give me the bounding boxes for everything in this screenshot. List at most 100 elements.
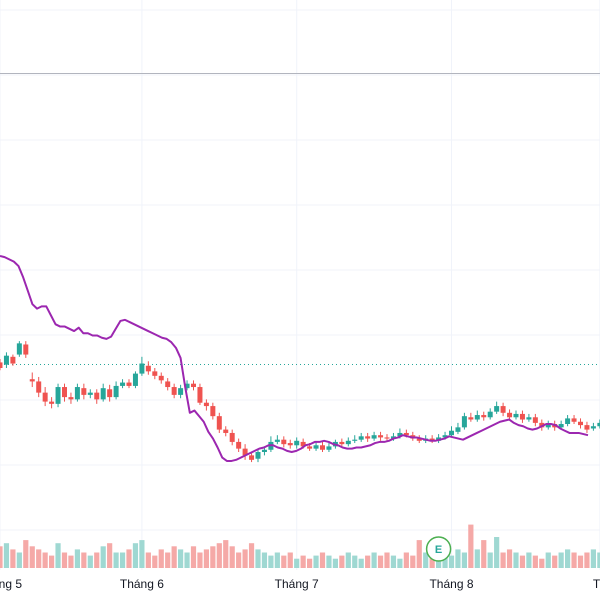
volume-bar: [165, 552, 171, 568]
candle: [468, 412, 474, 422]
candle-body: [365, 436, 371, 439]
candle-body: [416, 438, 422, 441]
candle-body: [3, 355, 9, 365]
candle-body: [100, 388, 106, 400]
candle-body: [532, 417, 538, 423]
volume-bar: [461, 552, 467, 568]
candle: [249, 452, 255, 463]
volume-bar: [113, 552, 119, 568]
candle: [0, 359, 3, 371]
volume-bar: [29, 546, 35, 568]
volume-bar: [255, 549, 261, 568]
candle-body: [171, 387, 177, 395]
candle-body: [36, 381, 42, 393]
candle: [494, 401, 500, 414]
candle-body: [261, 449, 267, 452]
volume-bar: [94, 552, 100, 568]
candle-body: [390, 436, 396, 439]
candle-body: [461, 416, 467, 428]
candle: [513, 410, 519, 420]
candle-body: [62, 387, 67, 398]
volume-bar: [49, 555, 55, 568]
volume-bar: [74, 549, 80, 568]
candle: [455, 422, 461, 435]
candle-body: [507, 412, 513, 418]
volume-bar: [326, 555, 332, 568]
volume-bar: [132, 543, 139, 568]
candle: [339, 438, 345, 447]
volume-bar: [500, 552, 506, 568]
candle: [532, 413, 538, 427]
candle: [23, 341, 29, 358]
candle: [371, 431, 377, 441]
candle-body: [429, 438, 435, 441]
earnings-marker[interactable]: E: [425, 536, 452, 562]
volume-bar: [287, 552, 293, 568]
candle-body: [184, 383, 190, 389]
volume-bar: [423, 552, 429, 568]
candle: [461, 412, 467, 430]
candle-body: [197, 387, 203, 403]
volume-bar: [158, 549, 164, 568]
candle: [94, 389, 100, 404]
candle: [378, 431, 384, 441]
candle-body: [274, 439, 280, 442]
candle-body: [571, 418, 577, 422]
volume-bar: [519, 555, 526, 568]
volume-bar: [545, 552, 551, 568]
volume-bar: [571, 552, 577, 568]
candle: [345, 437, 351, 447]
volume-bar: [584, 552, 590, 568]
candle-body: [10, 356, 16, 364]
candle: [474, 410, 480, 422]
volume-bar: [384, 552, 390, 568]
candle-body: [320, 445, 325, 450]
volume-bar: [100, 546, 106, 568]
candle-body: [494, 406, 500, 412]
candle: [571, 415, 577, 424]
volume-bar: [513, 552, 519, 568]
candle: [126, 379, 132, 389]
volume-bar: [10, 549, 16, 568]
candle-body: [29, 379, 35, 382]
candle-body: [81, 388, 87, 395]
volume-bar: [107, 543, 113, 568]
candle-body: [74, 387, 80, 400]
volume-bar: [203, 549, 209, 568]
volume-bar: [558, 552, 564, 568]
volume-bar: [229, 546, 235, 568]
candle-body: [487, 411, 493, 418]
candle-body: [87, 392, 93, 395]
volume-bar: [242, 549, 248, 568]
candle: [565, 415, 571, 427]
candle-body: [326, 446, 332, 450]
candle-body: [384, 437, 390, 439]
candle: [158, 372, 164, 384]
volume-bars: [0, 524, 600, 568]
candle-body: [281, 439, 287, 445]
candle-body: [132, 373, 138, 386]
candle-body: [68, 397, 74, 400]
volume-bar: [474, 549, 480, 568]
candle-body: [255, 452, 261, 459]
candle-body: [481, 415, 487, 418]
candle-body: [23, 344, 29, 355]
candle-body: [210, 406, 216, 417]
candle-body: [352, 439, 358, 441]
volume-bar: [178, 549, 184, 568]
candle: [113, 381, 119, 400]
candle-body: [597, 422, 600, 427]
candle: [229, 429, 235, 446]
candle-body: [42, 392, 48, 402]
volume-bar: [403, 552, 409, 568]
volume-bar: [274, 552, 280, 568]
chart-gridlines: [0, 0, 600, 570]
candle-body: [378, 435, 384, 438]
volume-bar: [319, 552, 326, 568]
earnings-circle[interactable]: [425, 536, 452, 562]
candle: [526, 413, 532, 422]
candle-body: [545, 424, 551, 428]
volume-bar: [397, 558, 403, 568]
volume-bar: [313, 555, 319, 568]
